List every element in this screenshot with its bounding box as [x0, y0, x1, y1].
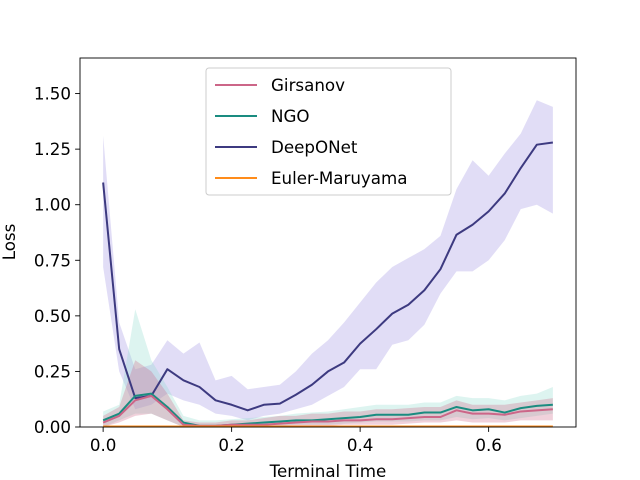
x-tick-label: 0.6: [475, 435, 502, 455]
x-tick-label: 0.0: [90, 435, 117, 455]
legend-label-girsanov: Girsanov: [271, 75, 345, 95]
y-tick-label: 1.25: [34, 139, 71, 159]
x-tick-label: 0.4: [347, 435, 374, 455]
band-deeponet: [103, 100, 553, 421]
legend-label-euler-maruyama: Euler-Maruyama: [271, 168, 407, 188]
y-tick-label: 1.00: [34, 195, 71, 215]
line-ngo: [102, 392, 553, 427]
band-ngo: [103, 309, 553, 427]
x-tick-label: 0.2: [218, 435, 245, 455]
y-tick-label: 0.25: [34, 361, 71, 381]
y-tick-label: 1.50: [34, 84, 71, 104]
legend-box: [205, 67, 452, 196]
x-axis-label: Terminal Time: [269, 461, 387, 480]
line-girsanov: [102, 394, 553, 427]
y-tick-label: 0.75: [34, 250, 71, 270]
y-tick-label: 0.00: [34, 417, 71, 437]
line-deeponet: [102, 141, 554, 412]
y-axis-label: Loss: [0, 224, 19, 261]
legend: Girsanov NGO DeepONet Euler-Maruyama: [205, 67, 452, 196]
y-axis-ticks: 0.00 0.25 0.50 0.75 1.00 1.25 1.50: [34, 84, 80, 437]
legend-label-ngo: NGO: [271, 106, 310, 126]
legend-label-deeponet: DeepONet: [271, 137, 358, 157]
band-girsanov: [103, 360, 553, 427]
plot-frame: [79, 57, 577, 428]
y-tick-label: 0.50: [34, 306, 71, 326]
x-axis-ticks: 0.0 0.2 0.4 0.6: [90, 427, 502, 455]
